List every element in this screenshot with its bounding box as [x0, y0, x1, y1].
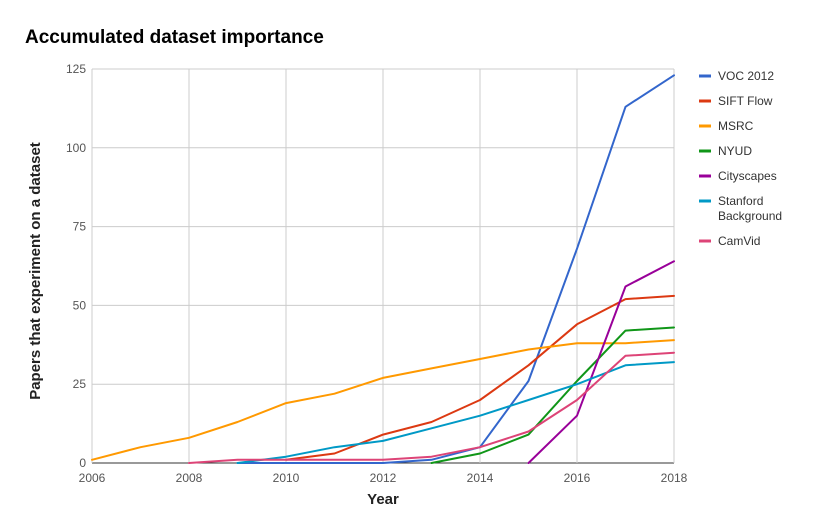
legend-item-msrc: MSRC: [699, 119, 754, 133]
y-tick-label: 0: [79, 456, 86, 470]
series-line-cityscapes: [527, 260, 675, 464]
legend-item-sift-flow: SIFT Flow: [699, 94, 773, 108]
legend-label: VOC 2012: [718, 69, 774, 83]
y-tick-label: 50: [73, 298, 87, 312]
x-tick-label: 2010: [273, 471, 300, 485]
legend-label: MSRC: [718, 119, 754, 133]
y-tick-label: 100: [66, 141, 86, 155]
series-line-voc-2012: [236, 74, 675, 464]
x-tick-label: 2016: [564, 471, 591, 485]
x-tick-label: 2006: [79, 471, 106, 485]
x-tick-label: 2018: [661, 471, 688, 485]
legend-label: CamVid: [718, 234, 760, 248]
x-tick-label: 2014: [467, 471, 494, 485]
chart-title: Accumulated dataset importance: [25, 27, 324, 48]
x-tick-labels: 2006 2008 2010 2012 2014 2016 2018: [79, 471, 688, 485]
grid: [91, 68, 675, 464]
legend-item-nyud: NYUD: [699, 144, 752, 158]
series-line-camvid: [188, 351, 675, 464]
y-tick-label: 25: [73, 377, 87, 391]
series-line-stanford-background: [236, 361, 675, 464]
legend-label: NYUD: [718, 144, 752, 158]
legend-item-camvid: CamVid: [699, 234, 760, 248]
series-line-sift-flow: [285, 294, 675, 461]
y-tick-label: 75: [73, 220, 87, 234]
series-line-msrc: [91, 339, 675, 461]
legend-label: Background: [718, 209, 782, 223]
legend-label: SIFT Flow: [718, 94, 773, 108]
legend-item-cityscapes: Cityscapes: [699, 169, 777, 183]
legend-item-voc-2012: VOC 2012: [699, 69, 774, 83]
y-axis-title: Papers that experiment on a dataset: [27, 142, 44, 400]
x-tick-label: 2008: [176, 471, 203, 485]
x-tick-label: 2012: [370, 471, 397, 485]
series-lines: [91, 74, 675, 464]
legend-label: Cityscapes: [718, 169, 777, 183]
legend: VOC 2012 SIFT Flow MSRC NYUD Cityscapes Stanf…: [699, 69, 782, 248]
x-axis-title: Year: [367, 491, 399, 508]
y-tick-label: 125: [66, 62, 86, 76]
y-tick-labels: 0 25 50 75 100 125: [66, 62, 86, 470]
series-line-nyud: [430, 326, 675, 464]
legend-label: Stanford: [718, 194, 763, 208]
